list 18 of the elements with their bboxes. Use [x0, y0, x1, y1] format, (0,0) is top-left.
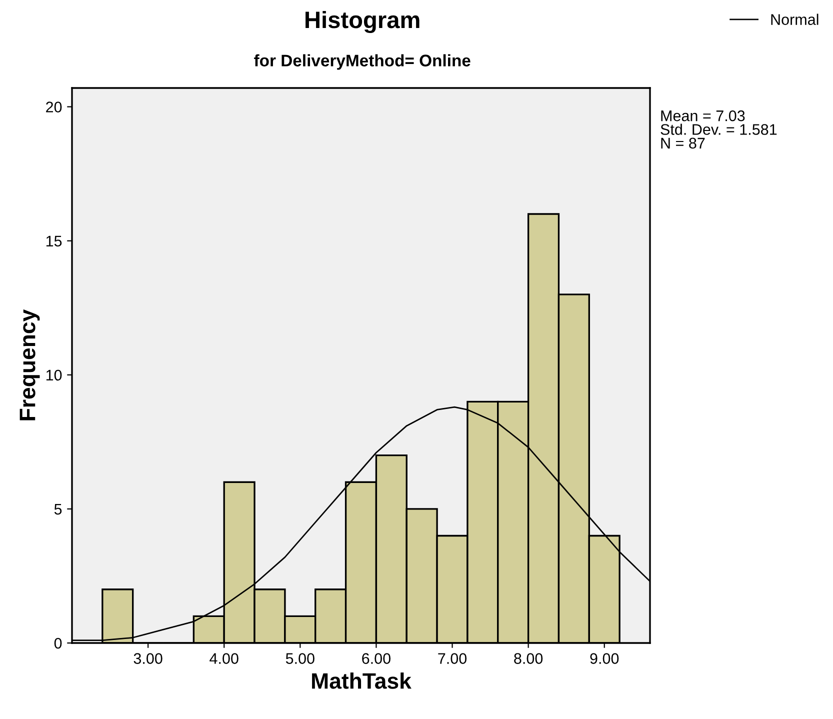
x-tick-label: 4.00 [210, 653, 238, 664]
x-tick-label: 5.00 [286, 653, 314, 664]
y-tick-label: 0 [54, 638, 62, 649]
chart-subtitle: for DeliveryMethod= Online [254, 54, 470, 70]
x-tick-label: 3.00 [134, 653, 162, 664]
chart-title: Histogram [306, 10, 420, 34]
text: Mean = 7.03 Std. Dev. = 1.581 N = 87 [660, 110, 777, 149]
y-axis-title: Frequency [20, 309, 40, 420]
legend-label: Normal [771, 14, 818, 25]
y-tick-label: 20 [46, 102, 62, 112]
x-axis-title: MathTask [312, 672, 412, 689]
x-tick-label: 7.00 [438, 653, 467, 664]
y-tick-label: 5 [54, 504, 62, 515]
x-tick-label: 8.00 [514, 653, 543, 664]
x-tick-label: 9.00 [590, 653, 619, 664]
y-tick-label: 15 [46, 236, 62, 247]
y-tick-label: 10 [46, 370, 62, 381]
x-tick-label: 6.00 [362, 653, 390, 664]
